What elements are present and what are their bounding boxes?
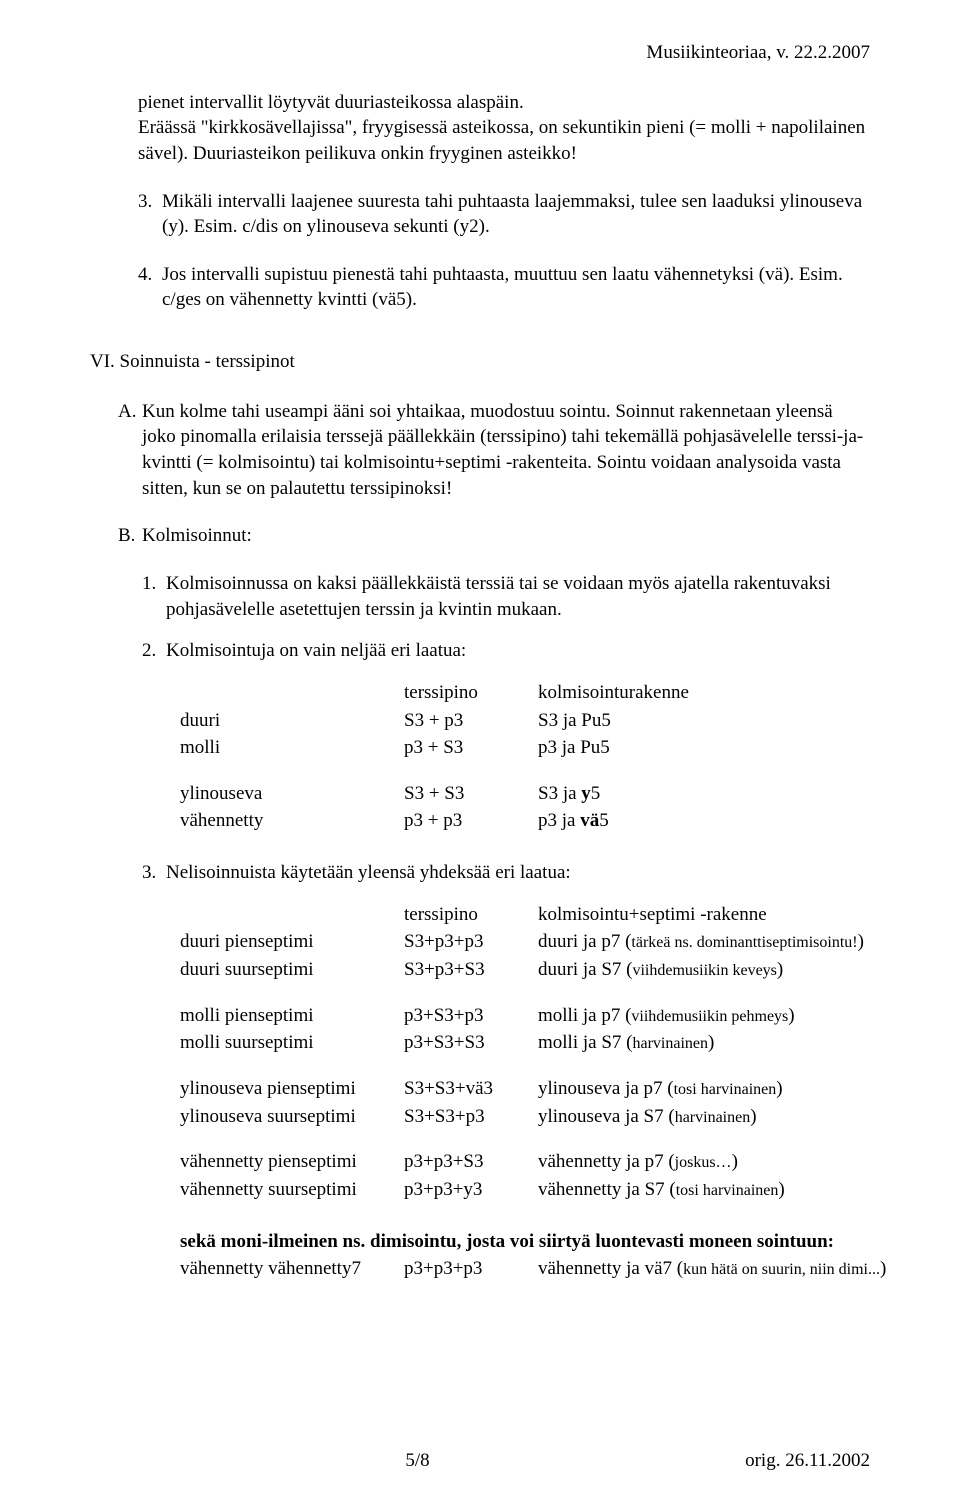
th: terssipino [404,902,538,930]
cell: vähennetty suurseptimi [180,1177,404,1205]
cell: p3+p3+S3 [404,1149,538,1177]
table-row: ylinouseva S3 + S3 S3 ja y5 [180,781,703,809]
cell: vähennetty ja vä7 (kun hätä on suurin, n… [538,1256,900,1284]
table-row: vähennetty pienseptimip3+p3+S3vähennetty… [180,1149,878,1177]
cell: S3 ja y5 [538,781,703,809]
cell: duuri suurseptimi [180,957,404,985]
page-footer: 5/8 orig. 26.11.2002 [90,1448,870,1474]
cell: molli pienseptimi [180,1003,404,1031]
table-row: molli pienseptimip3+S3+p3molli ja p7 (vi… [180,1003,878,1031]
cell: S3 + p3 [404,708,538,736]
cell: S3+S3+p3 [404,1104,538,1132]
table-row: molli p3 + S3 p3 ja Pu5 [180,735,703,763]
cell: ylinouseva [180,781,404,809]
cell: molli [180,735,404,763]
table-row: molli suurseptimip3+S3+S3molli ja S7 (ha… [180,1030,878,1058]
cell: S3 + S3 [404,781,538,809]
table-row: vähennetty p3 + p3 p3 ja vä5 [180,808,703,836]
item-label: B. [118,523,142,549]
sub-item-a: A. Kun kolme tahi useampi ääni soi yhtai… [118,399,870,502]
cell: duuri ja S7 (viihdemusiikin keveys) [538,957,878,985]
list-item-b3: 3. Nelisoinnuista käytetään yleensä yhde… [142,860,870,886]
th: terssipino [404,680,538,708]
section-heading-vi: VI. Soinnuista - terssipinot [90,349,870,375]
th: kolmisointurakenne [538,680,703,708]
cell: ylinouseva pienseptimi [180,1076,404,1104]
cell: vähennetty ja p7 (joskus…) [538,1149,878,1177]
cell: ylinouseva ja p7 (tosi harvinainen) [538,1076,878,1104]
table-nelisoinnut: terssipino kolmisointu+septimi -rakenne … [180,902,870,1205]
cell: duuri ja p7 (tärkeä ns. dominanttiseptim… [538,929,878,957]
item-number: 2. [142,638,166,664]
table-row: duuri S3 + p3 S3 ja Pu5 [180,708,703,736]
intro-paragraph: pienet intervallit löytyvät duuriasteiko… [138,90,870,167]
table-row: ylinouseva pienseptimiS3+S3+vä3ylinousev… [180,1076,878,1104]
cell: S3+S3+vä3 [404,1076,538,1104]
list-item-b2: 2. Kolmisointuja on vain neljää eri laat… [142,638,870,664]
cell: p3+S3+S3 [404,1030,538,1058]
cell: p3+S3+p3 [404,1003,538,1031]
cell: vähennetty ja S7 (tosi harvinainen) [538,1177,878,1205]
item-number: 1. [142,571,166,622]
item-text: Kun kolme tahi useampi ääni soi yhtaikaa… [142,399,870,502]
table-dimi: vähennetty vähennetty7 p3+p3+p3 vähennet… [180,1256,870,1284]
th [180,902,404,930]
cell: p3 + p3 [404,808,538,836]
item-number: 3. [142,860,166,886]
item-text: Kolmisointuja on vain neljää eri laatua: [166,638,466,664]
list-item-b1: 1. Kolmisoinnussa on kaksi päällekkäistä… [142,571,870,622]
item-text: Mikäli intervalli laajenee suuresta tahi… [162,189,870,240]
item-number: 4. [138,262,162,313]
cell: duuri [180,708,404,736]
dimi-note: sekä moni-ilmeinen ns. dimisointu, josta… [180,1229,870,1255]
cell: ylinouseva suurseptimi [180,1104,404,1132]
cell: vähennetty vähennetty7 [180,1256,404,1284]
cell: vähennetty [180,808,404,836]
list-item-4: 4. Jos intervalli supistuu pienestä tahi… [138,262,870,313]
table-row: vähennetty suurseptimip3+p3+y3vähennetty… [180,1177,878,1205]
table-row: duuri pienseptimiS3+p3+p3duuri ja p7 (tä… [180,929,878,957]
item-text: Nelisoinnuista käytetään yleensä yhdeksä… [166,860,571,886]
header-date: Musiikinteoriaa, v. 22.2.2007 [90,40,870,66]
cell: S3+p3+S3 [404,957,538,985]
cell: p3 ja Pu5 [538,735,703,763]
table-row: duuri suurseptimiS3+p3+S3duuri ja S7 (vi… [180,957,878,985]
cell: p3+p3+p3 [404,1256,538,1284]
cell: ylinouseva ja S7 (harvinainen) [538,1104,878,1132]
th: kolmisointu+septimi -rakenne [538,902,878,930]
cell: p3 ja vä5 [538,808,703,836]
cell: duuri pienseptimi [180,929,404,957]
cell: molli ja S7 (harvinainen) [538,1030,878,1058]
sub-item-b: B. Kolmisoinnut: [118,523,870,549]
table-kolmisoinnut: terssipino kolmisointurakenne duuri S3 +… [180,680,870,836]
list-item-3: 3. Mikäli intervalli laajenee suuresta t… [138,189,870,240]
item-number: 3. [138,189,162,240]
item-text: Kolmisoinnussa on kaksi päällekkäistä te… [166,571,870,622]
cell: molli suurseptimi [180,1030,404,1058]
item-text: Kolmisoinnut: [142,523,252,549]
cell: vähennetty pienseptimi [180,1149,404,1177]
cell: S3 ja Pu5 [538,708,703,736]
table-row: ylinouseva suurseptimiS3+S3+p3ylinouseva… [180,1104,878,1132]
cell: molli ja p7 (viihdemusiikin pehmeys) [538,1003,878,1031]
cell: p3+p3+y3 [404,1177,538,1205]
th [180,680,404,708]
cell: p3 + S3 [404,735,538,763]
page-number: 5/8 [405,1448,429,1474]
cell: S3+p3+p3 [404,929,538,957]
item-label: A. [118,399,142,502]
page: Musiikinteoriaa, v. 22.2.2007 pienet int… [0,0,960,1504]
item-text: Jos intervalli supistuu pienestä tahi pu… [162,262,870,313]
table-row: vähennetty vähennetty7 p3+p3+p3 vähennet… [180,1256,900,1284]
orig-date: orig. 26.11.2002 [745,1448,870,1474]
